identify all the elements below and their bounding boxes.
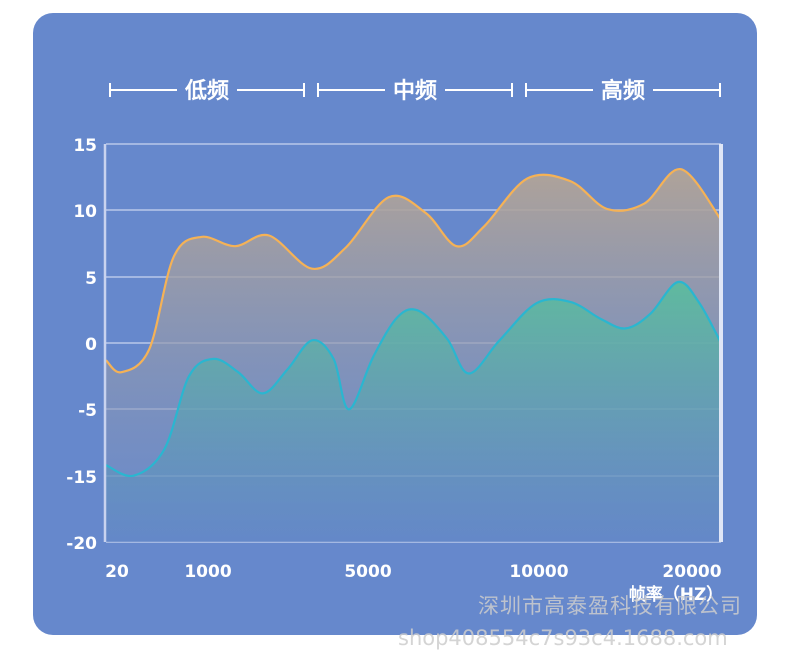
x-tick-label: 5000 [344,562,391,582]
watermark-company: 深圳市高泰盈科技有限公司 [478,594,742,618]
plot-frame [103,144,723,542]
watermark-url: shop408554c7s93c4.1688.com [398,626,728,650]
x-tick-label: 10000 [509,562,568,582]
y-tick-label: 15 [73,136,97,156]
y-tick-label: 10 [73,202,97,222]
y-tick-label: 0 [85,335,97,355]
band-label-1: 低频 [184,79,229,104]
y-tick-label: -20 [66,534,97,554]
series-line-2 [105,280,722,478]
x-tick-label: 20 [105,562,129,582]
series-line-1 [105,168,722,374]
x-tick-label: 1000 [184,562,231,582]
series-areas [105,168,722,542]
x-axis-label: 帧率（HZ） [629,584,724,605]
y-tick-label: -15 [66,468,97,488]
y-tick-label: 5 [85,269,97,289]
y-tick-labels: 15 10 5 0 -5 -15 -20 [66,136,97,554]
band-label-3: 高频 [601,78,645,104]
x-tick-labels: 20 1000 5000 10000 20000 [105,562,722,582]
band-label-2: 中频 [393,79,437,104]
band-labels: 低频 中频 高频 [109,78,721,104]
series-area-2 [106,281,721,542]
y-tick-label: -5 [78,401,97,421]
x-tick-label: 20000 [662,562,721,582]
